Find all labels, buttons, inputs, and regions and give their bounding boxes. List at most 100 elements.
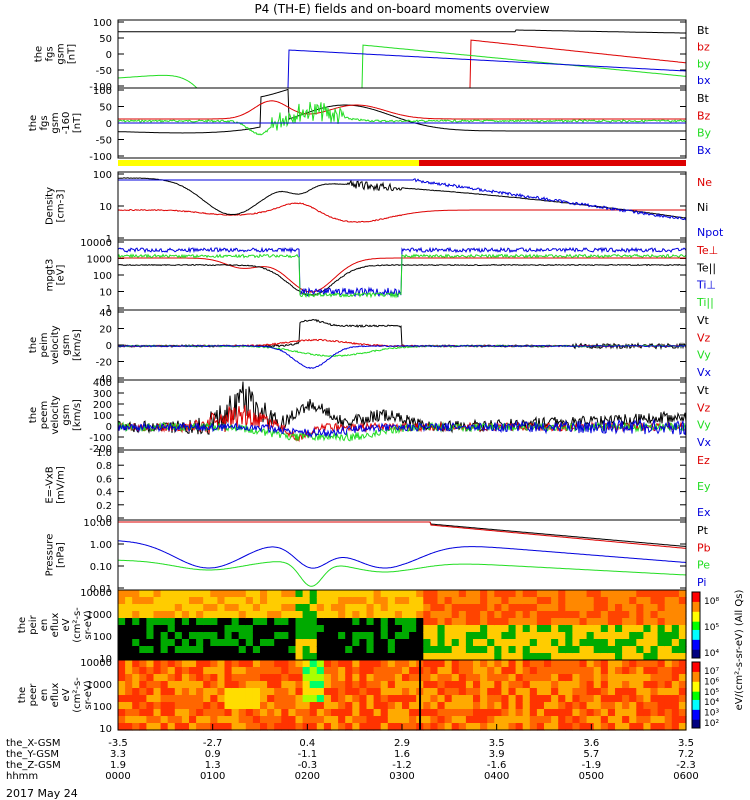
heatmap-cell	[444, 611, 453, 619]
heatmap-cell	[536, 667, 545, 675]
colorbar-cell	[692, 621, 700, 624]
heatmap-cell	[309, 688, 318, 696]
heatmap-cell	[295, 597, 304, 605]
ylabel-line: peer	[28, 683, 39, 707]
heatmap-cell	[416, 611, 424, 619]
ylabel-line: gsm	[61, 404, 72, 425]
heatmap-cell	[274, 716, 282, 724]
heatmap-cell	[622, 681, 630, 689]
heatmap-cell	[430, 597, 439, 605]
heatmap-cell	[473, 590, 481, 598]
colorbar-cell	[692, 636, 700, 639]
heatmap-cell	[402, 611, 410, 619]
heatmap-cell	[345, 625, 353, 633]
heatmap-cell	[274, 625, 282, 633]
heatmap-cell	[196, 653, 204, 661]
heatmap-cell	[217, 716, 226, 724]
heatmap-cell	[558, 590, 566, 598]
heatmap-cell	[636, 604, 644, 612]
ytick-label: -50	[96, 136, 112, 147]
heatmap-cell	[522, 632, 531, 640]
heatmap-cell	[323, 674, 332, 682]
heatmap-cell	[643, 590, 652, 598]
xaxis-value: -3.5	[108, 738, 128, 749]
heatmap-cell	[480, 639, 488, 647]
ytick-label: 0.10	[90, 562, 112, 573]
heatmap-cell	[480, 597, 488, 605]
heatmap-cell	[281, 653, 289, 661]
heatmap-cell	[387, 611, 396, 619]
colorbar-cell	[692, 695, 700, 698]
heatmap-cell	[423, 723, 431, 731]
trace-bz	[118, 39, 687, 89]
heatmap-cell	[430, 681, 439, 689]
heatmap-cell	[515, 709, 524, 717]
heatmap-cell	[551, 611, 559, 619]
heatmap-cell	[586, 590, 595, 598]
heatmap-cell	[487, 653, 495, 661]
heatmap-cell	[345, 723, 353, 731]
heatmap-cell	[295, 653, 304, 661]
heatmap-cell	[586, 695, 595, 703]
heatmap-cell	[338, 681, 346, 689]
legend-Vx: Vx	[697, 436, 712, 449]
heatmap-cell	[501, 688, 510, 696]
colorbar-cell	[692, 653, 700, 656]
heatmap-cell	[167, 611, 176, 619]
heatmap-cell	[572, 723, 581, 731]
colorbar-cell	[692, 668, 700, 671]
heatmap-cell	[267, 590, 275, 598]
heatmap-cell	[629, 709, 637, 717]
chart-title: P4 (TH-E) fields and on-board moments ov…	[254, 2, 549, 16]
heatmap-cell	[345, 611, 353, 619]
heatmap-cell	[245, 723, 254, 731]
heatmap-cell	[245, 639, 254, 647]
ytick-label: 200	[93, 400, 112, 411]
heatmap-cell	[678, 660, 687, 668]
heatmap-cell	[366, 597, 375, 605]
heatmap-cell	[288, 667, 297, 675]
heatmap-cell	[558, 653, 566, 661]
heatmap-cell	[316, 695, 325, 703]
heatmap-cell	[224, 639, 233, 647]
heatmap-cell	[558, 618, 566, 626]
colorbar-cell	[692, 681, 700, 684]
ylabel-line: Density	[45, 187, 56, 225]
heatmap-cell	[189, 653, 197, 661]
heatmap-cell	[394, 632, 403, 640]
heatmap-cell	[622, 646, 630, 654]
heatmap-cell	[345, 604, 353, 612]
ylabel-line: eV	[61, 618, 72, 631]
heatmap-cell	[558, 632, 566, 640]
ytick-label: 10	[99, 724, 112, 735]
trace-ne	[117, 202, 686, 223]
heatmap-cell	[380, 667, 389, 675]
ytick-label: 100	[93, 632, 112, 643]
heatmap-cell	[501, 639, 510, 647]
xaxis-value: 0000	[105, 771, 130, 782]
heatmap-cell	[423, 716, 431, 724]
heatmap-cell	[508, 674, 517, 682]
heatmap-cell	[657, 688, 666, 696]
heatmap-cell	[636, 618, 644, 626]
heatmap-cell	[316, 653, 325, 661]
heatmap-cell	[465, 618, 474, 626]
heatmap-cell	[380, 709, 389, 717]
heatmap-cell	[586, 688, 595, 696]
heatmap-cell	[423, 590, 431, 598]
heatmap-cell	[146, 660, 155, 668]
heatmap-cell	[345, 632, 353, 640]
heatmap-cell	[607, 660, 616, 668]
heatmap-cell	[210, 639, 218, 647]
heatmap-cell	[565, 695, 573, 703]
heatmap-cell	[288, 632, 297, 640]
heatmap-cell	[650, 590, 659, 598]
heatmap-cell	[167, 590, 176, 598]
heatmap-cell	[181, 688, 190, 696]
heatmap-cell	[558, 702, 566, 710]
heatmap-cell	[380, 646, 389, 654]
heatmap-cell	[600, 688, 609, 696]
ylabel-line: eflux	[50, 683, 61, 708]
heatmap-cell	[260, 653, 268, 661]
ylabel-line: sr-eV)	[83, 610, 94, 639]
